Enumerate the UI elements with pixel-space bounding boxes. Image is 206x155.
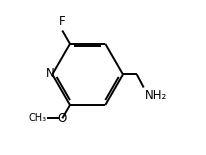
Text: CH₃: CH₃ bbox=[28, 113, 47, 123]
Text: O: O bbox=[58, 112, 67, 125]
Text: N: N bbox=[46, 67, 55, 80]
Text: NH₂: NH₂ bbox=[144, 89, 167, 102]
Text: F: F bbox=[59, 15, 66, 28]
